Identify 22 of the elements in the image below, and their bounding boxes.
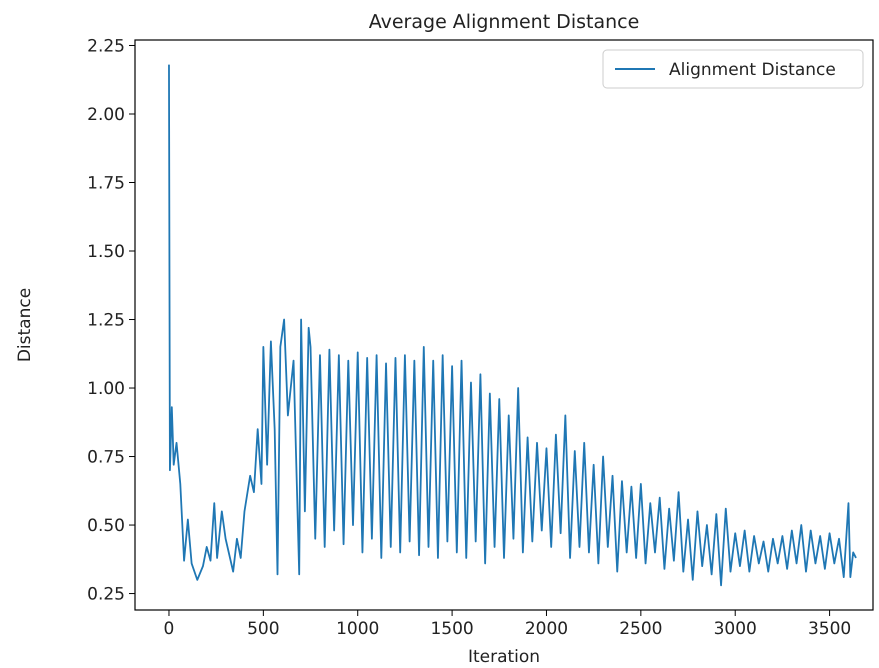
y-tick-label: 1.00 — [87, 379, 125, 400]
x-tick-label: 3500 — [808, 619, 852, 639]
y-tick-label: 0.50 — [87, 516, 125, 536]
y-tick-label: 0.25 — [87, 584, 125, 605]
x-tick-label: 0 — [164, 619, 174, 639]
x-tick-label: 2000 — [524, 619, 568, 639]
x-tick-label: 2500 — [619, 619, 662, 639]
x-tick-label: 1000 — [336, 619, 380, 639]
x-tick-label: 3000 — [714, 619, 757, 639]
x-axis-title: Iteration — [468, 647, 540, 667]
y-axis-title: Distance — [15, 288, 35, 362]
y-tick-label: 1.50 — [87, 242, 125, 262]
line-series — [168, 64, 857, 586]
y-tick-label: 1.75 — [87, 174, 125, 194]
legend-label: Alignment Distance — [669, 60, 836, 80]
x-tick-label: 1500 — [430, 619, 474, 639]
chart-title: Average Alignment Distance — [368, 11, 640, 33]
y-tick-label: 2.25 — [87, 36, 125, 56]
y-tick-label: 2.00 — [87, 104, 125, 125]
x-tick-label: 500 — [247, 619, 280, 639]
y-tick-label: 1.25 — [87, 310, 125, 331]
y-tick-label: 0.75 — [87, 448, 125, 468]
